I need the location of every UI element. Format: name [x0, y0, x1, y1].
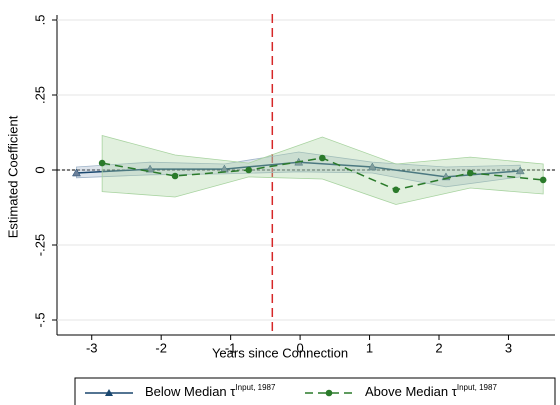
legend-name: Above Median τ [365, 384, 458, 399]
legend-marker [325, 389, 333, 397]
legend-label: Above Median τInput, 1987 [365, 383, 497, 399]
x-tick-label: -3 [86, 340, 98, 355]
point [171, 172, 179, 180]
x-tick-label: -2 [155, 340, 167, 355]
y-axis-label: Estimated Coefficient [5, 115, 20, 238]
y-tick-label: .5 [32, 15, 47, 26]
point [245, 166, 252, 174]
x-tick-label: 1 [366, 340, 373, 355]
x-tick-label: 0 [296, 340, 303, 355]
point [72, 168, 81, 177]
point [98, 159, 106, 167]
point [319, 154, 326, 162]
y-tick-label: -.5 [32, 312, 47, 327]
ci-band [101, 134, 544, 205]
point [145, 164, 155, 173]
x-tick-label: 2 [435, 340, 442, 355]
x-tick-label: -1 [225, 340, 237, 355]
legend-marker [105, 389, 113, 396]
y-tick-label: -.25 [32, 234, 47, 256]
point [367, 162, 377, 171]
legend-label: Below Median τInput, 1987 [145, 383, 276, 399]
point [392, 186, 400, 194]
x-axis-label: Years since Connection [212, 345, 348, 360]
y-tick-label: 0 [32, 166, 47, 173]
y-tick-label: .25 [32, 86, 47, 104]
point [466, 169, 474, 177]
legend-sup: Input, 1987 [457, 383, 498, 392]
x-tick-label: 3 [505, 340, 512, 355]
legend-sup: Input, 1987 [235, 383, 276, 392]
point [515, 166, 525, 175]
point [539, 176, 547, 184]
legend-name: Below Median τ [145, 384, 236, 399]
legend-box [74, 377, 556, 405]
